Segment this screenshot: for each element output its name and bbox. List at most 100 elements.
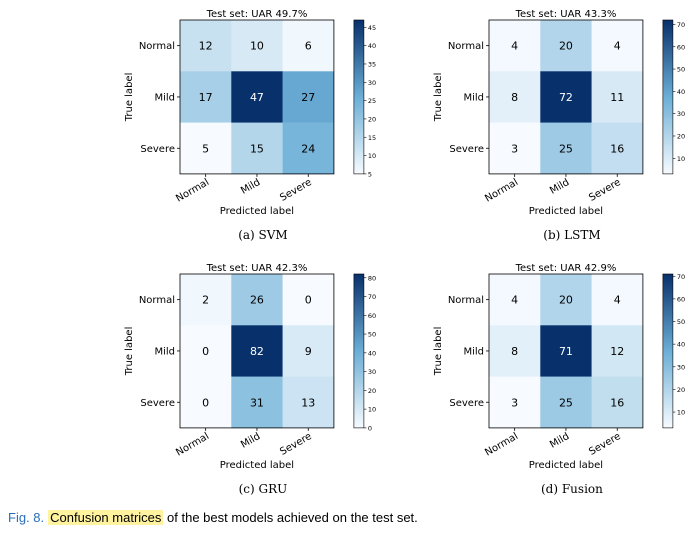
y-tick-label: Severe — [449, 144, 484, 155]
matrix-cell — [231, 20, 283, 72]
matrix-cell — [180, 122, 232, 175]
cell-value: 11 — [610, 91, 624, 104]
chart-title: Test set: UAR 49.7% — [206, 9, 308, 20]
colorbar-tick-label: 25 — [368, 97, 376, 105]
colorbar-tick-label: 20 — [677, 386, 685, 394]
colorbar-tick-label: 60 — [677, 295, 685, 303]
cell-value: 16 — [610, 396, 624, 409]
colorbar-tick-label: 30 — [677, 110, 685, 118]
y-tick-label: Severe — [140, 398, 175, 409]
y-tick-label: Mild — [463, 92, 484, 103]
matrix-cell — [231, 376, 283, 429]
cell-value: 12 — [199, 40, 213, 53]
matrix-cell — [540, 274, 592, 326]
cell-value: 26 — [250, 294, 264, 307]
y-tick-label: Severe — [449, 398, 484, 409]
x-tick-label: Mild — [548, 177, 571, 197]
x-axis-label: Predicted label — [529, 460, 603, 471]
matrix-cell — [282, 71, 335, 123]
y-axis-label: True label — [124, 327, 135, 377]
y-axis-label: True label — [124, 73, 135, 123]
matrix-cell — [231, 122, 283, 175]
x-tick-label: Normal — [483, 431, 520, 459]
matrix-cell — [282, 274, 335, 326]
x-axis-label: Predicted label — [220, 460, 294, 471]
cell-value: 10 — [250, 40, 264, 53]
matrix-cell — [591, 325, 644, 377]
cell-value: 25 — [559, 396, 573, 409]
subfigure-caption: (c) GRU — [239, 482, 288, 496]
colorbar-tick-label: 50 — [677, 66, 685, 74]
colorbar-tick-label: 40 — [677, 341, 685, 349]
subfigure-caption: (d) Fusion — [541, 482, 603, 496]
matrix-cell — [540, 71, 592, 123]
cell-value: 17 — [199, 91, 213, 104]
cell-value: 20 — [559, 294, 573, 307]
subfigure-caption: (b) LSTM — [543, 228, 600, 242]
cell-value: 82 — [250, 345, 264, 358]
colorbar-tick-label: 30 — [368, 79, 376, 87]
chart-gru: Test set: UAR 42.3% 2 26 0 0 82 9 0 31 13 Normal Mi… — [124, 263, 376, 496]
colorbar-tick-label: 35 — [368, 60, 376, 68]
x-tick-label: Normal — [174, 431, 211, 459]
colorbar — [662, 273, 674, 429]
cell-value: 16 — [610, 142, 624, 155]
colorbar-tick-label: 70 — [368, 293, 376, 301]
colorbar-tick-label: 50 — [677, 318, 685, 326]
colorbar-tick-label: 10 — [368, 152, 376, 160]
x-tick-label: Normal — [483, 177, 520, 205]
cell-value: 0 — [202, 396, 209, 409]
matrix-cell — [180, 274, 232, 326]
colorbar — [662, 19, 674, 175]
colorbar-tick-label: 10 — [677, 409, 685, 417]
y-tick-label: Mild — [463, 346, 484, 357]
y-tick-label: Normal — [139, 41, 175, 52]
matrix-cell — [282, 20, 335, 72]
colorbar-tick-label: 40 — [368, 42, 376, 50]
cell-value: 0 — [305, 294, 312, 307]
cell-value: 72 — [559, 91, 573, 104]
y-tick-label: Normal — [448, 41, 484, 52]
matrix-cell — [591, 376, 644, 429]
colorbar-tick-label: 70 — [677, 273, 685, 281]
subfigure-caption: (a) SVM — [238, 228, 288, 242]
cell-value: 71 — [559, 345, 573, 358]
figure-label: Fig. 8. — [8, 510, 45, 525]
cell-value: 2 — [202, 294, 209, 307]
chart-title: Test set: UAR 43.3% — [515, 9, 617, 20]
matrix-cell — [591, 122, 644, 175]
colorbar — [353, 19, 365, 175]
colorbar-tick-label: 15 — [368, 134, 376, 142]
cell-value: 9 — [305, 345, 312, 358]
x-tick-label: Mild — [239, 177, 262, 197]
colorbar-tick-label: 50 — [368, 331, 376, 339]
cell-value: 3 — [511, 142, 518, 155]
colorbar-tick-label: 20 — [677, 132, 685, 140]
x-tick-label: Severe — [587, 431, 622, 458]
matrix-cell — [591, 274, 644, 326]
cell-value: 27 — [301, 91, 315, 104]
x-tick-label: Mild — [239, 431, 262, 451]
y-tick-label: Mild — [154, 92, 175, 103]
y-tick-label: Mild — [154, 346, 175, 357]
cell-value: 31 — [250, 396, 264, 409]
cell-value: 0 — [202, 345, 209, 358]
cell-value: 20 — [559, 40, 573, 53]
colorbar — [353, 273, 365, 429]
matrix-cell — [591, 20, 644, 72]
y-tick-label: Severe — [140, 144, 175, 155]
cell-value: 24 — [301, 142, 315, 155]
cell-value: 5 — [202, 142, 209, 155]
x-tick-label: Severe — [278, 177, 313, 204]
chart-fusion: Test set: UAR 42.9% 4 20 4 8 71 12 3 25 16 Normal M… — [433, 263, 685, 496]
colorbar-tick-label: 30 — [677, 363, 685, 371]
cell-value: 13 — [301, 396, 315, 409]
figure-caption: Fig. 8. Confusion matrices of the best mo… — [8, 510, 418, 525]
matrix-cell — [489, 274, 541, 326]
chart-title: Test set: UAR 42.3% — [206, 263, 308, 274]
colorbar-tick-label: 45 — [368, 24, 376, 32]
x-tick-label: Severe — [587, 177, 622, 204]
cell-value: 25 — [559, 142, 573, 155]
cell-value: 15 — [250, 142, 264, 155]
